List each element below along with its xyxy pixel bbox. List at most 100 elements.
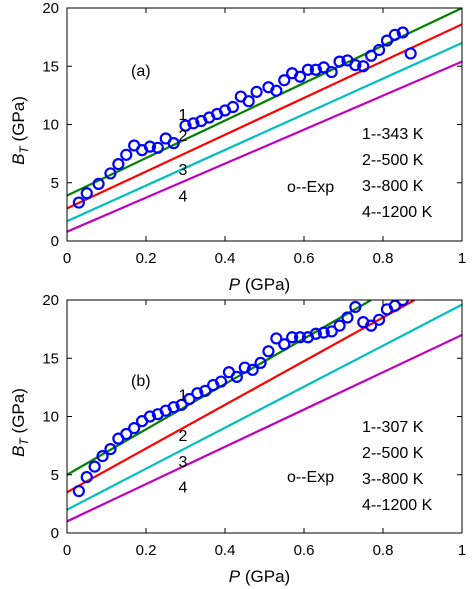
exp-point [72,196,85,209]
curve-label-2: 2 [179,128,188,145]
exp-point [80,187,93,200]
y-tick-label: 5 [51,467,59,484]
exp-point [286,331,299,344]
y-axis-label-sub: T [17,437,31,446]
exp-point [92,177,105,191]
x-axis-label-unit: (GPa) [240,567,290,586]
x-tick-label: 0.8 [373,542,394,559]
curves [67,300,462,523]
exp-point [167,137,180,150]
y-axis-label-unit: (GPa) [9,388,28,438]
exp-point [404,47,417,60]
y-tick-label: 20 [42,0,59,17]
y-tick-label: 10 [42,117,59,134]
curve-label-1: 1 [179,107,188,124]
exp-point [396,300,409,307]
exp-point [301,63,315,76]
series-line-2 [67,23,462,210]
exp-point [372,313,386,326]
exp-point [380,34,394,47]
exp-point [143,140,157,153]
panel-label: (b) [131,373,151,390]
y-tick-label: 10 [42,409,59,426]
exp-point [191,387,204,400]
exp-point [293,70,307,83]
curve-label-2: 2 [179,428,188,445]
exp-point [333,55,346,68]
legend-entry: 3--800 K [362,178,424,195]
exp-point [104,167,117,180]
exp-point [365,49,378,62]
exp-point [120,148,133,161]
exp-point [72,484,85,498]
exp-point [242,95,255,108]
exp-point [396,26,409,39]
exp-point [388,300,401,312]
exp-point [372,43,386,57]
legend-entry: 1--343 K [362,126,424,143]
exp-point [388,28,401,41]
x-axis-label-var: P [229,567,241,586]
exp-point [349,300,362,314]
y-axis-label-var: B [9,154,28,165]
exp-point [317,326,330,339]
exp-point [183,392,196,406]
exp-point [270,84,283,97]
x-tick-label: 0.4 [215,542,236,559]
exp-point [278,74,291,87]
exp-point [365,319,378,332]
exp-point [167,401,180,414]
exp-point [104,443,117,456]
exp-point [238,361,251,374]
x-tick-label: 1 [458,250,466,267]
exp-point [199,384,212,397]
y-tick-label: 0 [51,525,59,542]
exp-point [151,141,164,154]
x-axis-label-unit: (GPa) [240,275,290,294]
exp-point [128,422,141,435]
exp-point [120,427,133,441]
exp-label: o--Exp [287,469,334,486]
exp-point [262,345,275,358]
curve-label-4: 4 [179,479,188,496]
y-tick-label: 20 [42,292,59,309]
exp-point [96,450,109,463]
exp-point [333,319,346,332]
x-axis-label: P (GPa) [229,567,290,586]
x-tick-label: 0.8 [373,250,394,267]
exp-label: o--Exp [287,179,334,196]
series-line-4 [67,333,462,523]
x-axis-label: P (GPa) [229,275,290,294]
x-tick-label: 0.4 [215,250,236,267]
exp-point [226,100,239,114]
curve-label-3: 3 [179,454,188,471]
x-tick-label: 0.6 [294,250,315,267]
legend-entry: 3--800 K [362,471,424,488]
y-axis-label: BT (GPa) [9,96,31,165]
x-tick-label: 0.6 [294,542,315,559]
curve-label-3: 3 [179,162,188,179]
legend-entry: 2--500 K [362,152,424,169]
exp-point [175,398,188,411]
x-tick-label: 1 [458,542,466,559]
series-line-4 [67,60,462,233]
exp-point [179,119,192,132]
exp-point [278,338,291,351]
y-axis-label-unit: (GPa) [9,96,28,146]
x-tick-label: 0 [63,250,71,267]
exp-point [80,470,93,484]
exp-point [246,363,259,376]
y-axis-label: BT (GPa) [9,388,31,457]
panel-label: (a) [131,63,151,80]
curve-label-1: 1 [179,387,188,404]
exp-point [325,65,338,79]
exp-point [112,158,125,171]
curves [67,8,462,233]
exp-point [250,85,263,98]
exp-point [293,331,307,344]
legend-entry: 4--1200 K [362,204,433,221]
x-tick-label: 0.2 [136,250,157,267]
